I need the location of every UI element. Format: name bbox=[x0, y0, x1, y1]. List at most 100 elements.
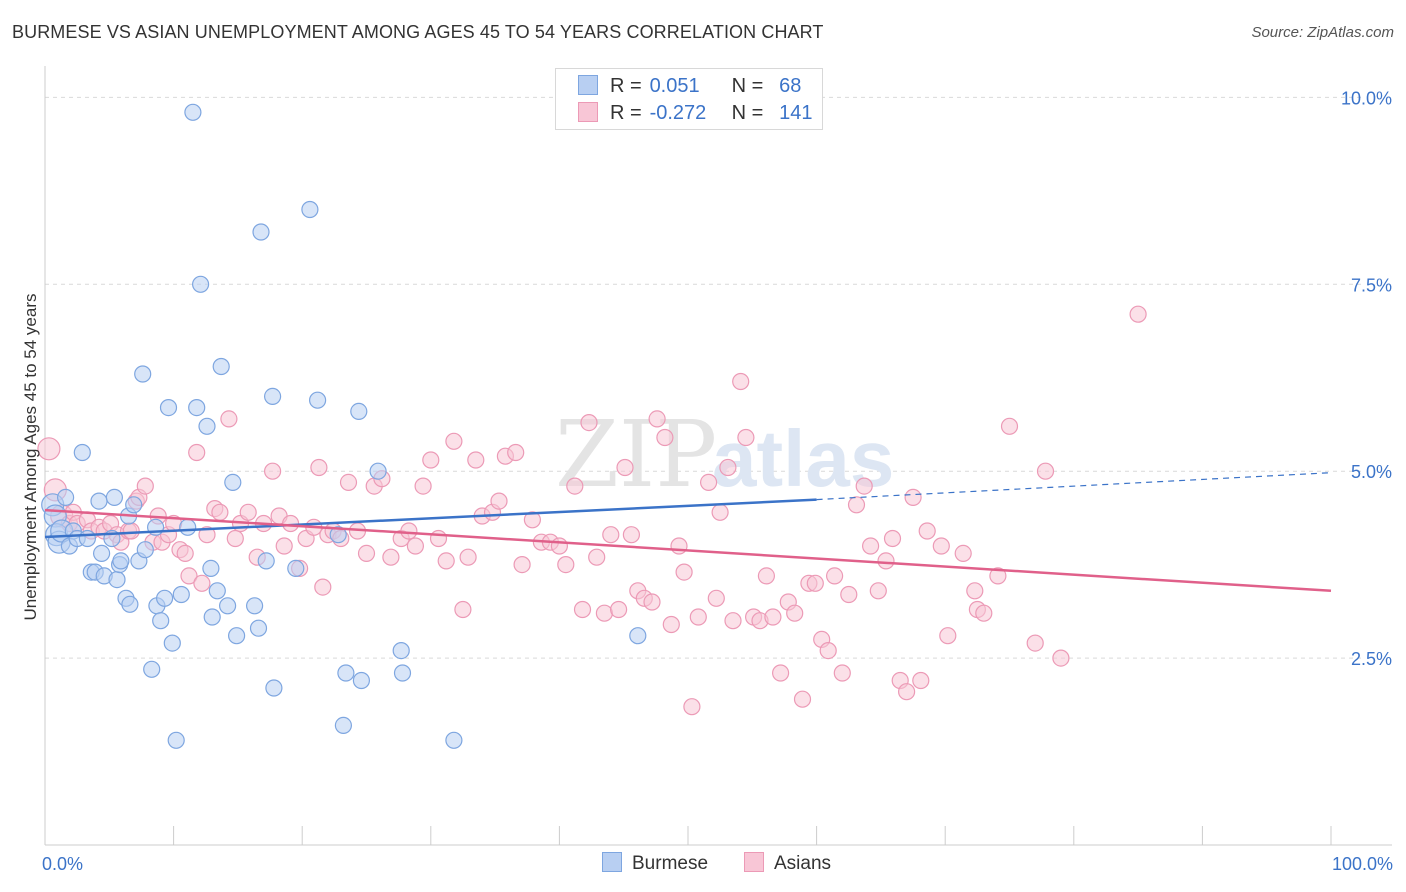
burmese-trend-extension bbox=[816, 472, 1332, 501]
asians-point bbox=[719, 458, 737, 477]
y-tick-label: 2.5% bbox=[1351, 649, 1392, 669]
asians-point bbox=[954, 544, 972, 563]
n-label: N = bbox=[731, 75, 764, 97]
asians-r-value: -0.272 bbox=[649, 102, 707, 124]
tick-labels: 2.5% 5.0% 7.5% 10.0% 0.0% 100.0% bbox=[42, 88, 1393, 874]
asians-point bbox=[454, 600, 472, 619]
asians-point bbox=[507, 443, 525, 462]
asians-swatch bbox=[578, 102, 598, 122]
data-points bbox=[37, 103, 1147, 749]
burmese-point bbox=[301, 200, 319, 219]
y-tick-label: 5.0% bbox=[1351, 462, 1392, 482]
correlation-legend: R = 0.051 N = 68 R = -0.272 N = 141 bbox=[555, 68, 823, 130]
asians-point bbox=[176, 544, 194, 563]
asians-point bbox=[445, 432, 463, 450]
asians-point bbox=[847, 496, 866, 514]
burmese-point bbox=[309, 391, 327, 409]
bottom-legend-burmese[interactable]: Burmese bbox=[602, 852, 708, 875]
asians-point bbox=[825, 567, 844, 585]
y-tick-label: 10.0% bbox=[1341, 88, 1392, 108]
asians-point bbox=[861, 537, 880, 555]
source-label: Source: ZipAtlas.com bbox=[1251, 24, 1394, 41]
asians-point bbox=[737, 428, 755, 447]
burmese-point bbox=[90, 492, 108, 510]
burmese-point bbox=[219, 597, 237, 615]
asians-point bbox=[490, 492, 508, 510]
asians-point bbox=[670, 537, 688, 555]
burmese-point bbox=[249, 619, 268, 637]
asians-point bbox=[806, 574, 824, 592]
asians-point bbox=[840, 585, 858, 604]
grid-lines bbox=[45, 96, 1363, 659]
asians-point bbox=[656, 428, 674, 447]
burmese-point bbox=[152, 612, 170, 630]
burmese-point bbox=[92, 544, 111, 563]
asians-point bbox=[1026, 634, 1044, 652]
asians-point bbox=[699, 473, 718, 491]
burmese-r-value: 0.051 bbox=[649, 75, 700, 97]
asians-point bbox=[683, 698, 701, 716]
asians-point bbox=[724, 612, 742, 630]
asians-point bbox=[883, 529, 902, 548]
asians-point bbox=[616, 458, 634, 477]
asians-point bbox=[122, 522, 140, 540]
asians-point bbox=[198, 526, 216, 544]
burmese-point bbox=[78, 529, 97, 548]
r-label: R = bbox=[610, 75, 642, 97]
chart-title: BURMESE VS ASIAN UNEMPLOYMENT AMONG AGES… bbox=[12, 22, 824, 42]
asians-legend-label: Asians bbox=[774, 853, 832, 874]
asians-point bbox=[566, 477, 584, 495]
asians-point bbox=[406, 537, 424, 555]
burmese-point bbox=[337, 664, 355, 682]
asians-point bbox=[966, 582, 984, 600]
burmese-point bbox=[184, 103, 202, 121]
burmese-point bbox=[257, 552, 275, 570]
asians-point bbox=[264, 462, 282, 480]
asians-point bbox=[550, 537, 569, 555]
asians-point bbox=[855, 477, 873, 495]
asians-point bbox=[422, 451, 440, 469]
burmese-point bbox=[108, 570, 126, 589]
asians-point bbox=[764, 608, 782, 626]
burmese-point bbox=[208, 582, 226, 600]
asians-legend-swatch bbox=[744, 852, 764, 872]
asians-point bbox=[786, 604, 804, 622]
asians-n-value: 141 bbox=[779, 102, 813, 124]
burmese-point bbox=[192, 275, 210, 293]
burmese-point bbox=[121, 595, 139, 613]
burmese-point bbox=[143, 660, 161, 678]
burmese-point bbox=[369, 462, 387, 480]
bottom-legend-asians[interactable]: Asians bbox=[744, 852, 831, 875]
x-tick-label: 100.0% bbox=[1332, 854, 1393, 874]
burmese-point bbox=[125, 496, 143, 514]
burmese-point bbox=[112, 552, 130, 570]
burmese-point bbox=[445, 731, 463, 749]
n-label: N = bbox=[731, 102, 764, 124]
asians-point bbox=[989, 567, 1007, 585]
asians-point bbox=[975, 604, 993, 622]
burmese-point bbox=[136, 541, 154, 559]
burmese-point bbox=[264, 387, 282, 405]
burmese-point bbox=[56, 488, 75, 506]
asians-point bbox=[771, 664, 790, 682]
burmese-swatch bbox=[578, 75, 598, 95]
asians-point bbox=[595, 604, 614, 622]
asians-point bbox=[580, 414, 598, 432]
asians-point bbox=[912, 671, 930, 690]
asians-point bbox=[918, 522, 936, 540]
burmese-point bbox=[252, 223, 270, 241]
asians-point bbox=[939, 627, 957, 645]
burmese-legend-label: Burmese bbox=[632, 853, 709, 874]
asians-point bbox=[793, 690, 812, 708]
asians-point bbox=[414, 477, 432, 495]
asians-point bbox=[357, 544, 376, 563]
burmese-point bbox=[629, 627, 647, 645]
asians-point bbox=[1129, 305, 1147, 323]
asians-point bbox=[1036, 462, 1055, 480]
asians-point bbox=[188, 443, 206, 462]
burmese-point bbox=[179, 518, 197, 536]
asians-point bbox=[523, 511, 542, 529]
burmese-point bbox=[224, 473, 242, 491]
asians-point bbox=[437, 552, 455, 570]
